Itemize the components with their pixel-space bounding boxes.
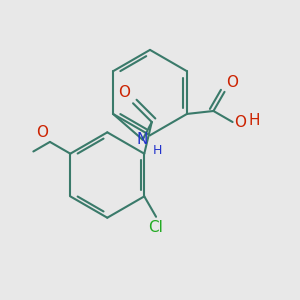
Text: Cl: Cl bbox=[148, 220, 164, 235]
Text: N: N bbox=[137, 132, 148, 147]
Text: O: O bbox=[234, 115, 246, 130]
Text: O: O bbox=[37, 125, 49, 140]
Text: H: H bbox=[249, 113, 260, 128]
Text: O: O bbox=[118, 85, 130, 100]
Text: H: H bbox=[153, 144, 162, 157]
Text: O: O bbox=[226, 75, 238, 90]
